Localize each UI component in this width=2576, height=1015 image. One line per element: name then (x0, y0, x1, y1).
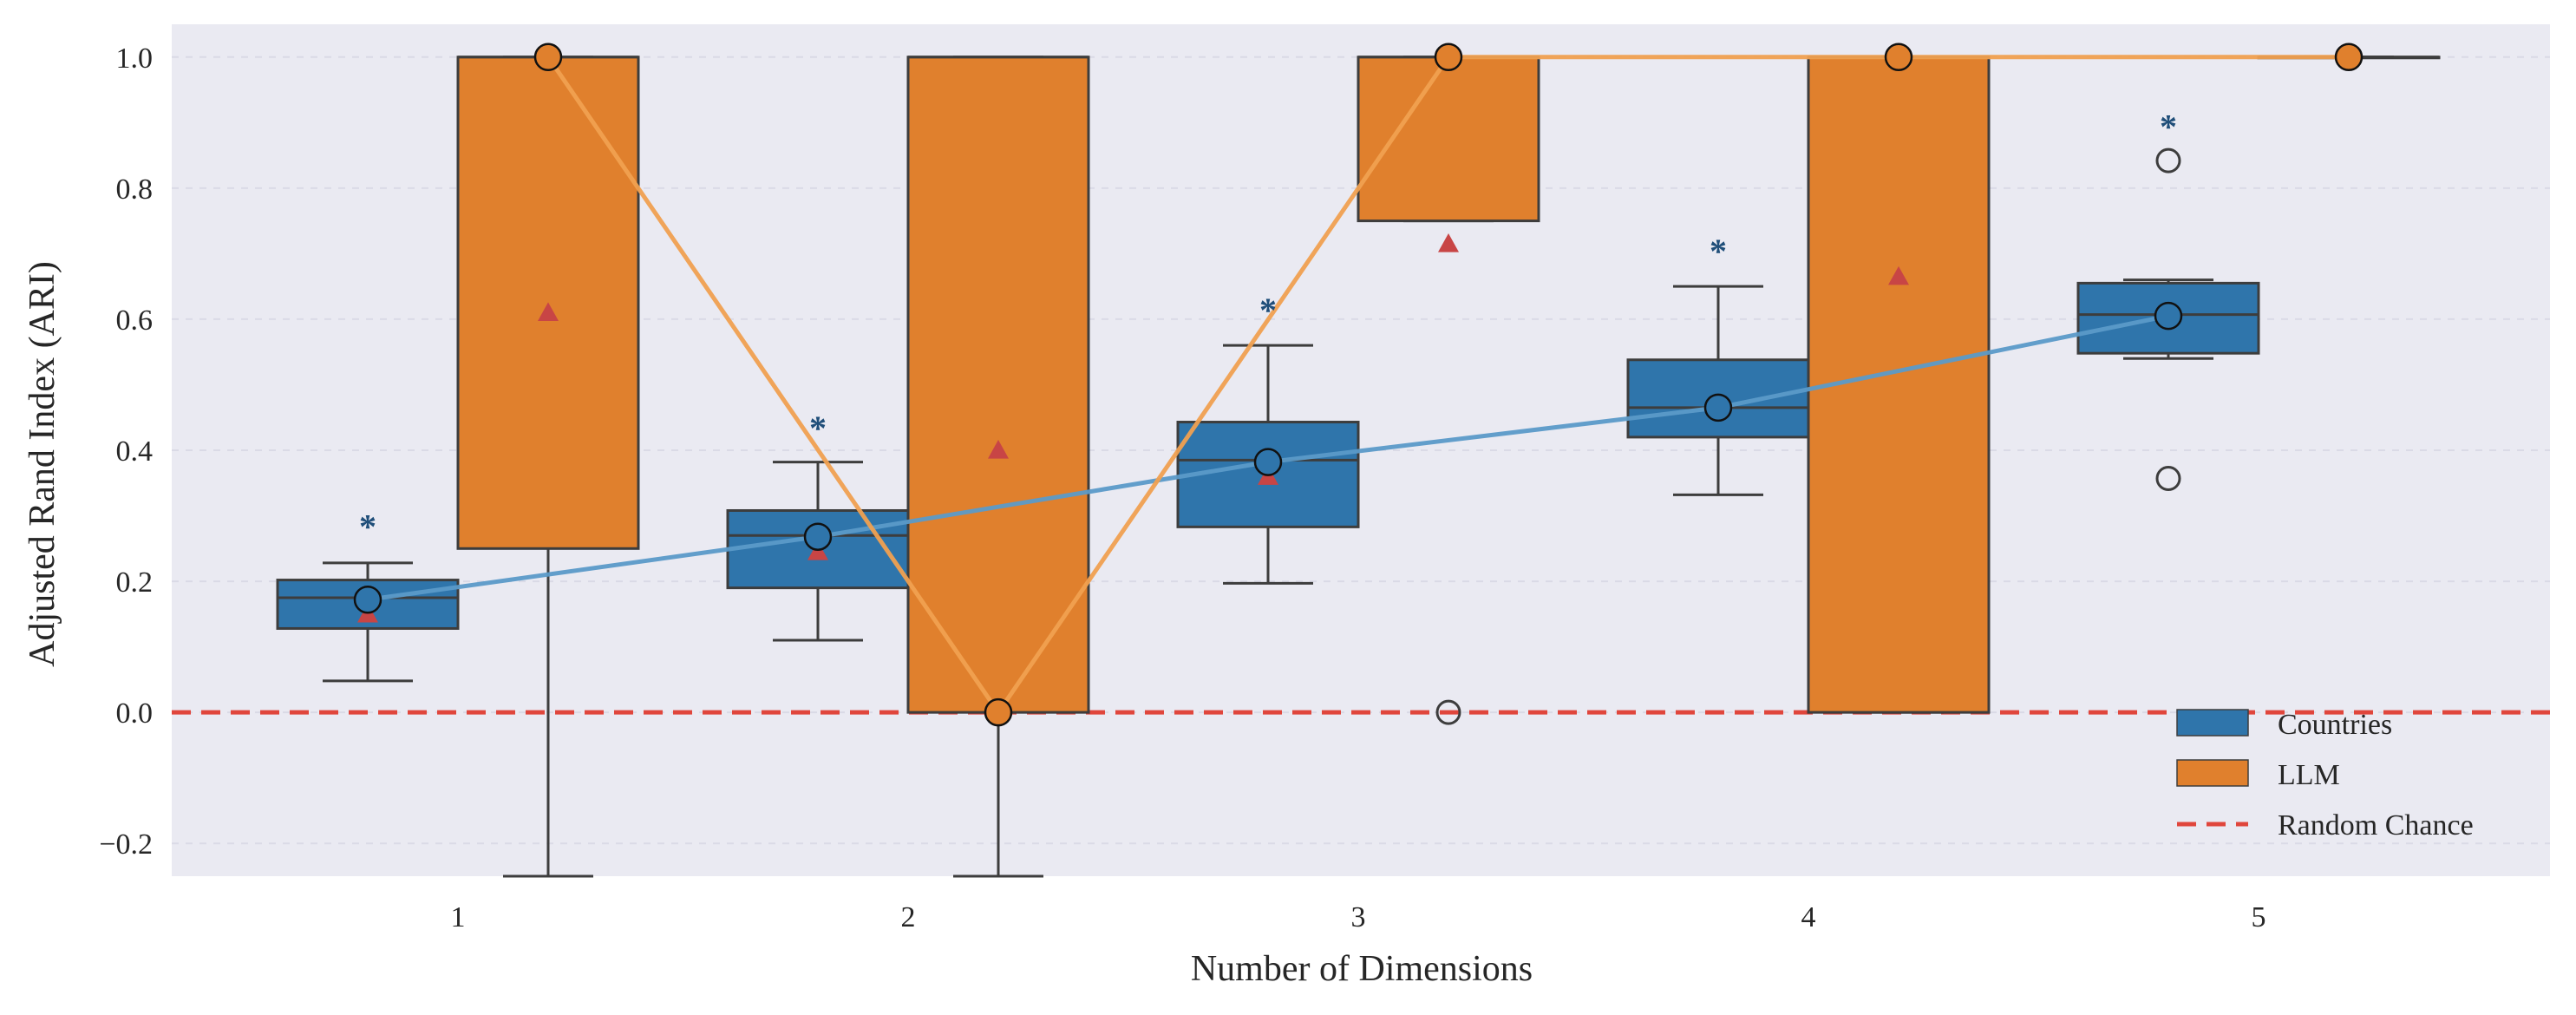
legend: Countries LLM Random Chance (2176, 709, 2474, 841)
significance-marker: * (809, 409, 827, 448)
data-point (1703, 393, 1733, 422)
data-point (803, 522, 833, 551)
legend-swatch (2176, 759, 2249, 787)
data-point (984, 697, 1013, 727)
y-axis-title: Adjusted Rand Index (ARI) (23, 261, 62, 667)
mean-marker (538, 302, 559, 321)
legend-label: Random Chance (2278, 809, 2474, 841)
y-tick-label: −0.2 (99, 828, 153, 861)
legend-label: Countries (2278, 709, 2392, 741)
data-point (2334, 43, 2364, 72)
data-point (1253, 448, 1283, 476)
data-point (2154, 301, 2183, 331)
x-tick-label: 2 (901, 901, 916, 933)
x-tick-label: 1 (451, 901, 466, 933)
data-point (1884, 43, 1913, 72)
y-tick-label: 0.2 (116, 566, 154, 599)
y-tick-label: 0.6 (116, 304, 154, 337)
significance-marker: * (1710, 232, 1727, 271)
significance-marker: * (359, 507, 376, 546)
x-tick-label: 4 (1801, 901, 1816, 933)
box-body (1357, 56, 1540, 223)
outlier-point (1435, 699, 1461, 725)
y-tick-label: 0.4 (116, 435, 154, 468)
x-axis-title: Number of Dimensions (1191, 949, 1533, 989)
box-llm (906, 56, 1090, 878)
mean-marker (988, 440, 1009, 459)
box-body (906, 56, 1090, 714)
outlier-point (2155, 147, 2181, 174)
axes: Number of Dimensions Adjusted Rand Index… (23, 43, 2266, 989)
x-tick-label: 3 (1351, 901, 1366, 933)
significance-marker: * (2160, 108, 2177, 147)
data-point (533, 43, 563, 72)
data-point (353, 585, 382, 614)
mean-marker (1438, 233, 1459, 252)
legend-swatch (2176, 709, 2249, 737)
legend-label: LLM (2278, 759, 2340, 791)
outlier-point (2155, 465, 2181, 491)
y-tick-label: 0.0 (116, 697, 154, 730)
data-point (1434, 43, 1463, 72)
significance-marker: * (1259, 291, 1277, 330)
mean-marker (1888, 265, 1909, 285)
x-tick-label: 5 (2252, 901, 2266, 933)
markers: * * * * * (353, 43, 2364, 727)
y-tick-label: 1.0 (116, 43, 154, 75)
y-tick-label: 0.8 (116, 174, 154, 206)
